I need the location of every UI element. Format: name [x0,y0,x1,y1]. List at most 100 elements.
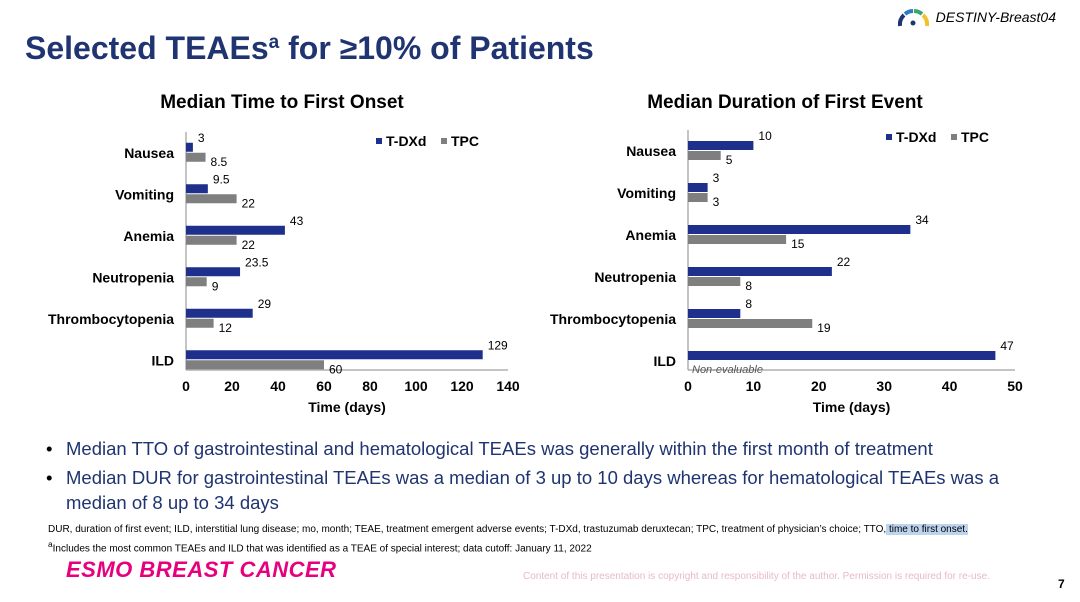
copyright-notice: Content of this presentation is copyrigh… [523,571,990,582]
bullet-dot-icon: • [46,438,53,459]
legend-swatch-tpc [441,138,447,144]
bar-t-dxd [186,225,285,235]
tick-label: 20 [224,378,240,394]
data-label: 129 [488,338,508,352]
bar-t-dxd [688,225,911,234]
category-label: ILD [151,352,174,368]
bar-t-dxd [688,309,741,318]
tick-label: 60 [316,378,332,394]
tick-label: 30 [876,378,892,394]
bullet-text: Median DUR for gastrointestinal TEAEs wa… [66,467,1000,513]
footnote-a: aIncludes the most common TEAEs and ILD … [48,537,968,556]
bar-tpc [186,152,206,162]
data-label: 29 [258,297,272,311]
bullet-dot-icon: • [46,467,53,488]
footnote-abbrev-text: DUR, duration of first event; ILD, inter… [48,524,887,535]
bar-t-dxd [688,267,832,276]
category-label: Thrombocytopenia [550,311,676,327]
category-label: Neutropenia [594,269,676,285]
data-label: 22 [837,255,851,269]
bar-t-dxd [186,142,193,152]
data-label: 23.5 [245,255,269,269]
bar-tpc [186,235,237,245]
title-rest: for ≥10% of Patients [279,30,594,66]
data-label: 22 [242,238,256,252]
data-label: 9 [212,279,219,293]
data-label: 10 [758,129,772,143]
data-label: 15 [791,237,805,251]
x-axis-label: Time (days) [813,399,891,415]
conference-logo: ESMO BREAST CANCER [66,557,337,582]
tick-label: 100 [404,378,428,394]
annotation-non-evaluable: Non-evaluable [692,364,763,376]
footnotes: DUR, duration of first event; ILD, inter… [48,523,968,556]
data-label: 3 [198,131,205,145]
tick-label: 120 [450,378,474,394]
data-label: 34 [915,213,929,227]
data-label: 9.5 [213,172,230,186]
data-label: 3 [713,195,720,209]
category-label: Nausea [124,145,174,161]
legend-swatch-t-dxd [886,134,892,140]
bullet-item: • Median DUR for gastrointestinal TEAEs w… [46,465,1056,515]
tick-label: 40 [270,378,286,394]
tick-label: 40 [942,378,958,394]
footnote-abbreviations: DUR, duration of first event; ILD, inter… [48,523,968,537]
tick-label: 140 [496,378,520,394]
data-label: 5 [726,153,733,167]
data-label: 47 [1000,339,1014,353]
x-axis-label: Time (days) [308,399,386,415]
bar-t-dxd [186,350,483,360]
legend-label: T-DXd [896,129,936,145]
title-main: Selected TEAEs [25,30,269,66]
data-label: 8 [745,297,752,311]
bar-tpc [688,277,741,286]
tick-label: 50 [1007,378,1023,394]
legend-label: T-DXd [386,133,426,149]
footnote-a-marker: a [48,539,53,549]
legend-swatch-t-dxd [376,138,382,144]
tick-label: 0 [182,378,190,394]
chart-title: Median Duration of First Event [647,92,923,113]
category-label: Vomiting [617,185,676,201]
data-label: 8 [745,279,752,293]
bar-tpc [186,318,214,328]
bar-t-dxd [688,351,996,360]
chart-time-to-onset: Median Time to First Onset Nausea 3 8.5 Vomi… [48,92,520,415]
tick-label: 80 [362,378,378,394]
data-label: 22 [242,196,256,210]
category-label: ILD [653,353,676,369]
bar-t-dxd [688,183,708,192]
fan-arc-icon [897,9,929,27]
category-label: Thrombocytopenia [48,311,174,327]
bullet-item: • Median TTO of gastrointestinal and hema… [46,436,1056,461]
category-label: Neutropenia [92,269,174,285]
bar-tpc [186,277,207,287]
tick-label: 20 [811,378,827,394]
data-label: 19 [817,321,831,335]
footnote-highlight: time to first onset. [886,524,968,535]
brand-label: DESTINY-Breast04 [935,9,1056,25]
page-number: 7 [1058,577,1065,591]
tick-label: 0 [684,378,692,394]
title-superscript: a [268,32,280,53]
data-label: 60 [329,362,343,376]
category-label: Anemia [625,227,676,243]
chart-title: Median Time to First Onset [160,92,404,113]
legend-label: TPC [451,133,479,149]
bar-tpc [688,319,813,328]
category-label: Vomiting [115,186,174,202]
bar-t-dxd [186,308,253,318]
bullet-list: • Median TTO of gastrointestinal and hema… [46,436,1056,519]
bar-t-dxd [186,184,208,194]
data-label: 3 [713,171,720,185]
bar-tpc [688,193,708,202]
bar-t-dxd [688,141,754,150]
legend-label: TPC [961,129,989,145]
footnote-a-text: Includes the most common TEAEs and ILD t… [52,543,592,555]
bar-tpc [688,235,787,244]
category-label: Nausea [626,143,676,159]
bar-tpc [688,151,721,160]
tick-label: 10 [746,378,762,394]
bullet-text: Median TTO of gastrointestinal and hemat… [66,438,933,459]
